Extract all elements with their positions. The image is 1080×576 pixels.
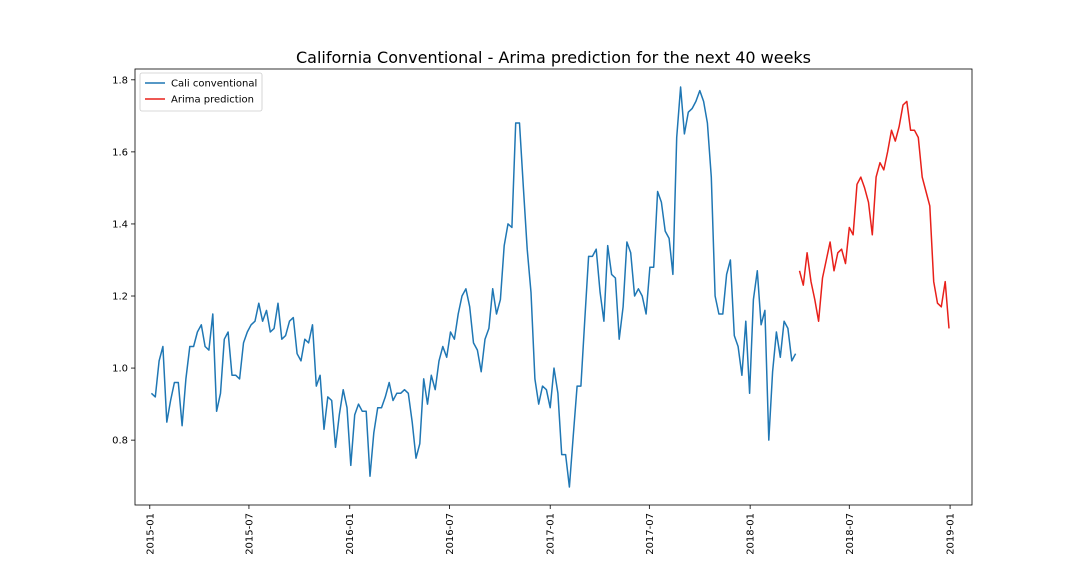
x-tick-label: 2017-07 xyxy=(645,513,656,555)
y-tick-label: 1.6 xyxy=(112,147,128,158)
x-tick-label: 2015-01 xyxy=(145,513,156,555)
y-axis: 0.8 1.0 1.2 1.4 1.6 1.8 xyxy=(112,75,135,446)
plot-area xyxy=(135,69,972,505)
x-tick-label: 2018-01 xyxy=(746,513,757,555)
legend: Cali conventional Arima prediction xyxy=(140,73,262,111)
x-axis: 2015-01 2015-07 2016-01 2016-07 2017-01 2017-… xyxy=(145,505,956,555)
series-line-1 xyxy=(800,101,950,328)
series-group xyxy=(151,87,949,487)
x-tick-label: 2019-01 xyxy=(946,513,957,555)
legend-label: Arima prediction xyxy=(171,95,254,106)
y-tick-label: 1.4 xyxy=(112,219,128,230)
x-tick-label: 2015-07 xyxy=(244,513,255,555)
x-tick-label: 2016-07 xyxy=(445,513,456,555)
x-tick-label: 2018-07 xyxy=(845,513,856,555)
x-tick-label: 2016-01 xyxy=(345,513,356,555)
chart-title: California Conventional - Arima predicti… xyxy=(296,48,811,67)
x-tick-label: 2017-01 xyxy=(546,513,557,555)
series-line-0 xyxy=(151,87,795,487)
y-tick-label: 1.8 xyxy=(112,75,128,86)
y-tick-label: 0.8 xyxy=(112,436,128,447)
y-tick-label: 1.0 xyxy=(112,364,128,375)
legend-label: Cali conventional xyxy=(171,79,257,90)
y-tick-label: 1.2 xyxy=(112,292,128,303)
